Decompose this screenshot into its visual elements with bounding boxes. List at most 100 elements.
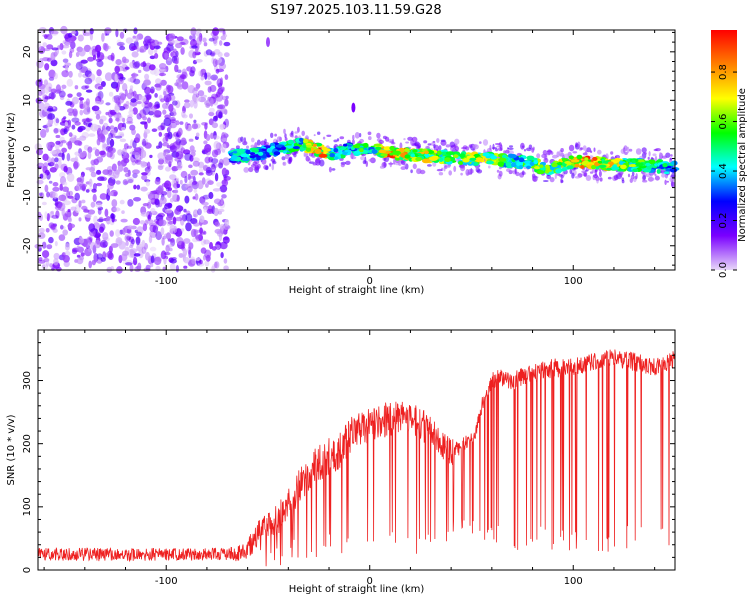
carrier-point xyxy=(436,150,442,156)
noise-point xyxy=(142,116,148,121)
noise-point xyxy=(131,46,138,50)
noise-point xyxy=(141,95,147,102)
carrier-halo-point xyxy=(352,134,355,141)
carrier-halo-point xyxy=(569,168,573,175)
noise-point xyxy=(87,56,95,62)
noise-point xyxy=(165,187,170,192)
carrier-point xyxy=(404,148,410,152)
noise-point xyxy=(164,180,172,190)
carrier-halo-point xyxy=(522,170,525,176)
carrier-halo-point xyxy=(405,141,409,144)
carrier-point xyxy=(273,151,281,156)
carrier-point xyxy=(240,153,250,158)
noise-point xyxy=(143,79,152,86)
noise-point xyxy=(158,218,163,227)
snr-y-tick-label: 0 xyxy=(22,567,33,573)
noise-point xyxy=(114,169,121,175)
carrier-halo-point xyxy=(283,128,286,134)
noise-point xyxy=(109,125,115,130)
carrier-point xyxy=(545,169,549,174)
noise-point xyxy=(155,199,160,208)
carrier-point xyxy=(292,146,300,150)
noise-point xyxy=(145,264,151,271)
noise-point xyxy=(132,169,140,175)
noise-point xyxy=(204,260,210,267)
noise-point xyxy=(180,47,185,55)
carrier-point xyxy=(511,162,517,168)
noise-point xyxy=(94,109,102,116)
carrier-halo-point xyxy=(389,161,392,168)
carrier-point xyxy=(412,149,418,153)
noise-point xyxy=(213,140,220,150)
noise-point xyxy=(165,166,171,172)
snr-x-ticks: -100 0 100 xyxy=(43,330,656,587)
carrier-halo-point xyxy=(328,166,332,173)
noise-point xyxy=(92,183,97,191)
colorbar-ticks: 0.0 0.2 0.4 0.6 0.8 xyxy=(711,64,737,278)
noise-point xyxy=(54,205,62,210)
noise-point xyxy=(97,208,102,215)
noise-point xyxy=(220,197,224,205)
noise-point xyxy=(126,177,135,184)
noise-point xyxy=(174,64,179,73)
noise-point xyxy=(222,143,227,151)
noise-point xyxy=(175,50,179,58)
noise-point xyxy=(217,208,225,213)
noise-point xyxy=(141,239,146,247)
carrier-halo-point xyxy=(648,177,655,182)
noise-point xyxy=(202,37,207,43)
noise-point xyxy=(175,265,179,273)
noise-point xyxy=(224,219,230,227)
noise-point xyxy=(155,78,162,85)
noise-point xyxy=(169,174,177,181)
noise-point xyxy=(107,182,114,190)
noise-point xyxy=(54,157,59,163)
carrier-halo-point xyxy=(284,133,287,138)
carrier-halo-point xyxy=(597,149,602,155)
noise-point xyxy=(133,184,137,190)
carrier-halo-point xyxy=(270,132,274,138)
noise-point xyxy=(39,192,43,196)
spectrogram-y-tick-label: 10 xyxy=(22,94,33,107)
noise-point xyxy=(50,88,57,94)
noise-point xyxy=(190,27,197,36)
noise-point xyxy=(148,235,153,244)
noise-point xyxy=(99,193,108,200)
noise-point xyxy=(88,247,92,252)
carrier-halo-point xyxy=(351,139,355,145)
noise-point xyxy=(154,48,158,54)
carrier-halo-point xyxy=(314,158,321,166)
noise-point xyxy=(182,248,188,257)
noise-point xyxy=(150,88,155,94)
noise-point xyxy=(179,179,183,185)
noise-point xyxy=(192,51,197,59)
carrier-halo-point xyxy=(385,136,390,142)
carrier-halo-point xyxy=(621,179,625,184)
carrier-point xyxy=(333,148,339,153)
noise-point xyxy=(151,128,158,132)
noise-point xyxy=(70,206,77,211)
noise-point xyxy=(180,38,189,46)
noise-point xyxy=(74,121,81,126)
noise-point xyxy=(129,85,134,90)
noise-point xyxy=(158,72,166,77)
noise-point xyxy=(154,93,158,98)
carrier-halo-point xyxy=(503,150,506,154)
noise-point xyxy=(49,211,54,219)
noise-point xyxy=(144,73,150,80)
noise-point xyxy=(135,133,141,142)
noise-point xyxy=(149,55,156,60)
noise-point xyxy=(188,138,194,142)
noise-point xyxy=(128,110,134,116)
carrier-halo-point xyxy=(593,147,596,152)
noise-point xyxy=(131,51,139,58)
snr-panel: -100 0 100 0 100 200 300 Height of straight l… xyxy=(6,329,676,595)
noise-point xyxy=(214,221,220,227)
carrier-halo-point xyxy=(644,152,647,155)
colorbar-tick-label: 0.2 xyxy=(718,213,729,229)
carrier-point xyxy=(574,163,580,168)
noise-point xyxy=(47,113,55,120)
noise-point xyxy=(61,117,66,124)
carrier-halo-point xyxy=(583,172,587,177)
